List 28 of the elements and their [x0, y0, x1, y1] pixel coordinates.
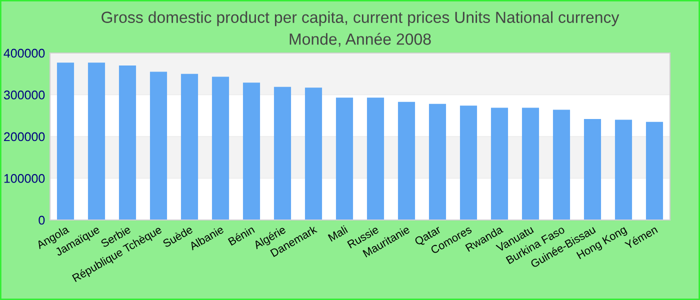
y-tick-label: 300000: [4, 90, 45, 100]
bar: [56, 62, 74, 220]
bar: [398, 102, 416, 220]
bar: [88, 62, 106, 220]
bar: [336, 98, 354, 220]
bar: [522, 108, 540, 220]
bar: [490, 108, 508, 220]
bar: [304, 88, 322, 220]
bar: [460, 106, 478, 220]
y-tick-label: 100000: [4, 174, 45, 183]
y-tick-label: 400000: [4, 48, 45, 58]
bar: [180, 74, 198, 220]
bar: [614, 120, 632, 220]
chart-title: Gross domestic product per capita, current prices Units National currency Monde, Année 2008: [102, 11, 620, 47]
bar: [366, 98, 384, 220]
bar: [150, 72, 168, 220]
bar: [584, 118, 602, 220]
bar: [552, 110, 570, 220]
bar: [118, 66, 136, 220]
x-tick-label: Bénin: [228, 225, 255, 246]
bar: [428, 104, 446, 220]
x-tick-label: Mali: [328, 225, 348, 242]
bar: [242, 82, 260, 220]
bar: [212, 76, 230, 220]
bar: [274, 86, 292, 220]
bar: [646, 122, 664, 220]
y-tick-label: 0: [38, 216, 45, 225]
y-tick-label: 200000: [4, 132, 45, 142]
